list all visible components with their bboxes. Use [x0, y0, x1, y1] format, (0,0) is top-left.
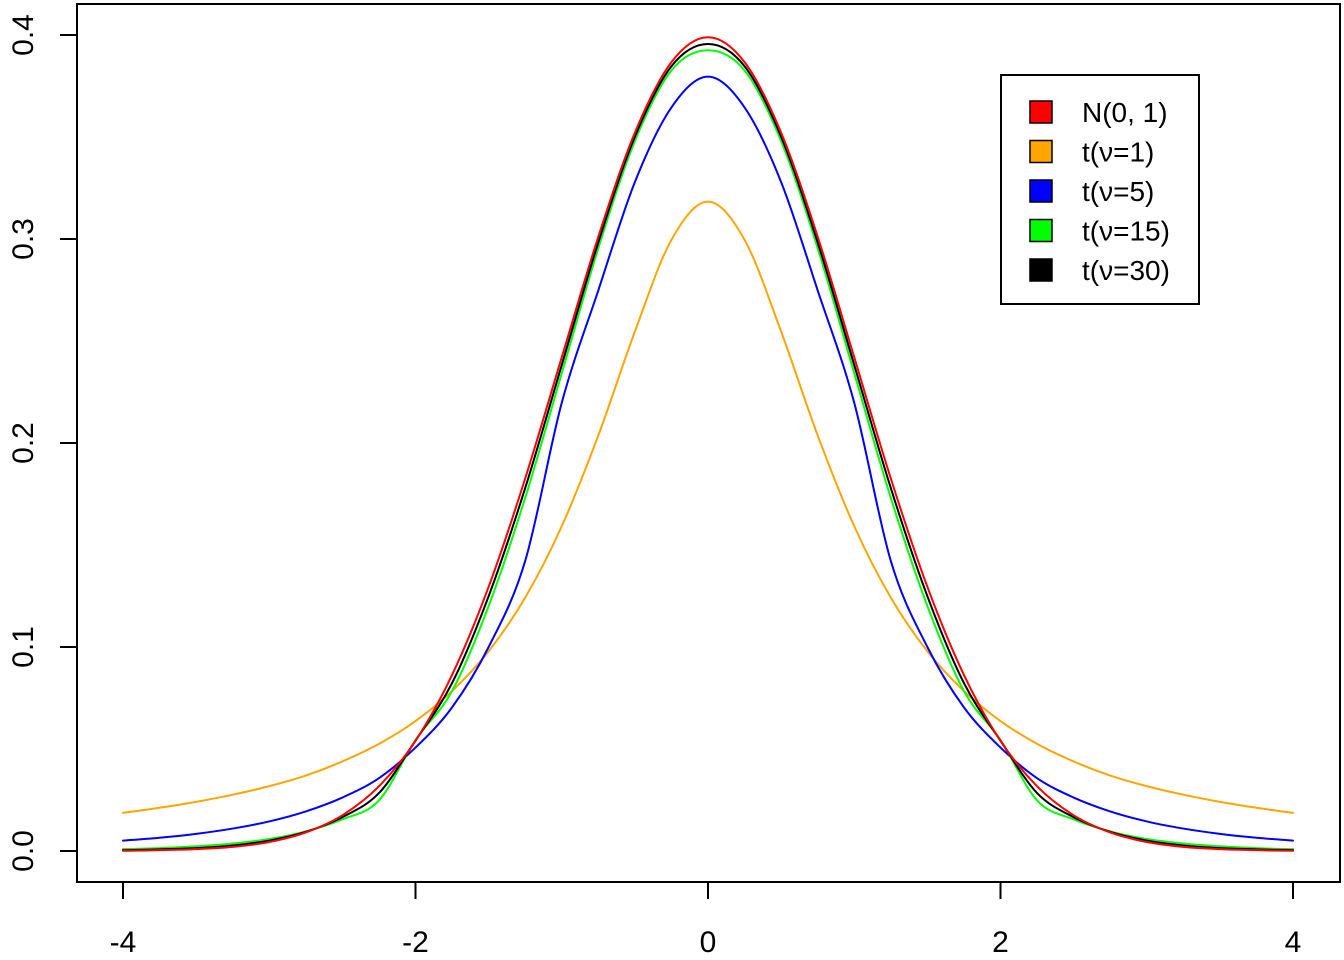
- legend-swatch: [1029, 139, 1053, 164]
- y-tick-label: 0.1: [7, 626, 40, 668]
- x-tick-label: -4: [110, 926, 137, 959]
- series-line-0: [122, 36, 1294, 852]
- series-layer: [122, 36, 1294, 852]
- x-tick-label: 2: [992, 926, 1009, 959]
- x-tick-label: 4: [1285, 926, 1302, 959]
- legend-label: t(ν=15): [1082, 216, 1170, 247]
- series-line-4: [122, 42, 1294, 852]
- series-line-1: [122, 200, 1294, 814]
- series-line-2: [122, 75, 1294, 842]
- legend-label: t(ν=5): [1082, 176, 1154, 207]
- series-line-3: [122, 49, 1294, 851]
- legend-label: t(ν=30): [1082, 255, 1170, 286]
- legend-swatch: [1029, 218, 1053, 243]
- x-axis: -4 -2 0 2 4: [110, 881, 1302, 959]
- legend-label: t(ν=1): [1082, 137, 1154, 168]
- y-axis: 0.0 0.1 0.2 0.3 0.4: [7, 14, 78, 872]
- legend-swatch: [1029, 179, 1053, 203]
- legend-label: N(0, 1): [1082, 97, 1168, 128]
- legend: N(0, 1) t(ν=1) t(ν=5) t(ν=15) t(ν=30): [1000, 74, 1200, 305]
- y-tick-label: 0.2: [7, 422, 40, 464]
- y-tick-label: 0.4: [7, 14, 40, 56]
- legend-swatch: [1029, 100, 1053, 124]
- y-tick-label: 0.3: [7, 218, 40, 260]
- x-tick-label: 0: [700, 926, 717, 959]
- x-tick-label: -2: [402, 926, 429, 959]
- legend-swatch: [1029, 258, 1053, 282]
- y-tick-label: 0.0: [7, 830, 40, 872]
